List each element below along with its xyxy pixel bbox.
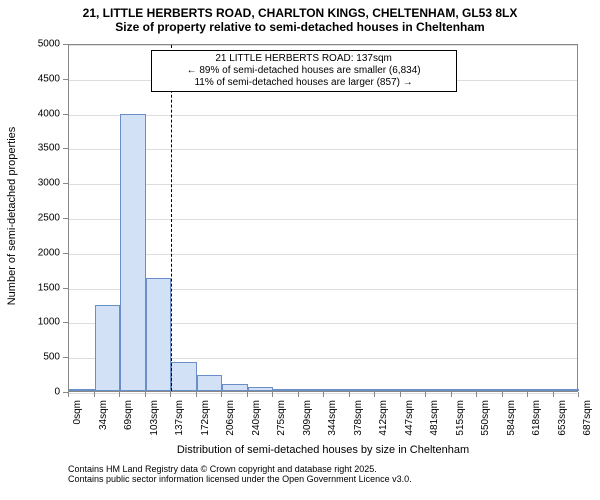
x-tick-mark xyxy=(527,392,528,397)
x-axis-label: Distribution of semi-detached houses by … xyxy=(68,444,578,456)
x-tick-label: 515sqm xyxy=(455,400,466,436)
x-tick-mark xyxy=(298,392,299,397)
histogram-bar xyxy=(146,278,172,391)
histogram-bar xyxy=(350,389,376,391)
histogram-bar xyxy=(171,362,197,391)
y-tick-label: 3000 xyxy=(0,178,60,189)
histogram-bar xyxy=(273,389,299,391)
x-tick-mark xyxy=(502,392,503,397)
x-tick-label: 687sqm xyxy=(582,400,593,436)
x-tick-label: 584sqm xyxy=(506,400,517,436)
x-tick-label: 172sqm xyxy=(200,400,211,436)
histogram-bar xyxy=(477,389,503,391)
y-tick-label: 1000 xyxy=(0,317,60,328)
histogram-bar xyxy=(324,389,350,391)
x-tick-mark xyxy=(374,392,375,397)
y-tick-label: 5000 xyxy=(0,39,60,50)
x-tick-label: 618sqm xyxy=(531,400,542,436)
x-tick-mark xyxy=(145,392,146,397)
x-tick-mark xyxy=(272,392,273,397)
x-tick-label: 137sqm xyxy=(174,400,185,436)
x-tick-label: 0sqm xyxy=(72,400,83,424)
x-tick-mark xyxy=(400,392,401,397)
y-tick-label: 1500 xyxy=(0,282,60,293)
info-line-1: 21 LITTLE HERBERTS ROAD: 137sqm xyxy=(154,53,454,65)
title-line-1: 21, LITTLE HERBERTS ROAD, CHARLTON KINGS… xyxy=(0,6,600,20)
x-tick-label: 550sqm xyxy=(480,400,491,436)
plot-area: 21 LITTLE HERBERTS ROAD: 137sqm ← 89% of… xyxy=(68,44,578,392)
x-tick-mark xyxy=(425,392,426,397)
x-tick-label: 34sqm xyxy=(98,400,109,430)
x-tick-mark xyxy=(119,392,120,397)
x-tick-mark xyxy=(578,392,579,397)
x-tick-mark xyxy=(476,392,477,397)
chart-title: 21, LITTLE HERBERTS ROAD, CHARLTON KINGS… xyxy=(0,0,600,34)
x-tick-label: 344sqm xyxy=(327,400,338,436)
info-line-3: 11% of semi-detached houses are larger (… xyxy=(154,77,454,89)
histogram-bar xyxy=(401,389,427,391)
y-tick-label: 3500 xyxy=(0,143,60,154)
x-tick-label: 309sqm xyxy=(302,400,313,436)
x-tick-label: 240sqm xyxy=(251,400,262,436)
histogram-bar xyxy=(503,389,529,391)
credits: Contains HM Land Registry data © Crown c… xyxy=(68,464,412,484)
info-line-2: ← 89% of semi-detached houses are smalle… xyxy=(154,65,454,77)
x-tick-mark xyxy=(323,392,324,397)
y-tick-label: 4000 xyxy=(0,108,60,119)
histogram-bar xyxy=(375,389,401,391)
reference-marker-line xyxy=(171,45,172,391)
y-tick-label: 0 xyxy=(0,387,60,398)
histogram-bar xyxy=(95,305,121,391)
x-tick-mark xyxy=(196,392,197,397)
x-tick-label: 103sqm xyxy=(149,400,160,436)
x-tick-label: 69sqm xyxy=(123,400,134,430)
x-tick-mark xyxy=(170,392,171,397)
title-line-2: Size of property relative to semi-detach… xyxy=(0,20,600,34)
histogram-bar xyxy=(222,384,248,391)
credits-line-2: Contains public sector information licen… xyxy=(68,474,412,484)
x-tick-label: 275sqm xyxy=(276,400,287,436)
x-tick-label: 653sqm xyxy=(557,400,568,436)
histogram-bar xyxy=(426,389,452,391)
x-tick-mark xyxy=(68,392,69,397)
x-tick-mark xyxy=(247,392,248,397)
y-tick-label: 2000 xyxy=(0,247,60,258)
histogram-bar xyxy=(299,389,325,391)
histogram-bar xyxy=(120,114,146,391)
x-tick-mark xyxy=(94,392,95,397)
y-tick-label: 4500 xyxy=(0,73,60,84)
histogram-bar xyxy=(528,389,554,391)
info-box: 21 LITTLE HERBERTS ROAD: 137sqm ← 89% of… xyxy=(151,50,457,92)
x-tick-label: 378sqm xyxy=(353,400,364,436)
histogram-bar xyxy=(197,375,223,391)
credits-line-1: Contains HM Land Registry data © Crown c… xyxy=(68,464,412,474)
x-tick-label: 206sqm xyxy=(225,400,236,436)
histogram-bar xyxy=(452,389,478,391)
y-tick-label: 2500 xyxy=(0,213,60,224)
y-tick-label: 500 xyxy=(0,352,60,363)
histogram-bar xyxy=(248,387,274,391)
gridline xyxy=(69,45,577,46)
x-tick-mark xyxy=(451,392,452,397)
x-tick-mark xyxy=(553,392,554,397)
x-tick-mark xyxy=(349,392,350,397)
x-tick-label: 481sqm xyxy=(429,400,440,436)
x-tick-label: 412sqm xyxy=(378,400,389,436)
chart-container: 21, LITTLE HERBERTS ROAD, CHARLTON KINGS… xyxy=(0,0,600,500)
x-tick-mark xyxy=(221,392,222,397)
x-tick-label: 447sqm xyxy=(404,400,415,436)
histogram-bar xyxy=(69,389,95,391)
histogram-bar xyxy=(554,389,580,391)
